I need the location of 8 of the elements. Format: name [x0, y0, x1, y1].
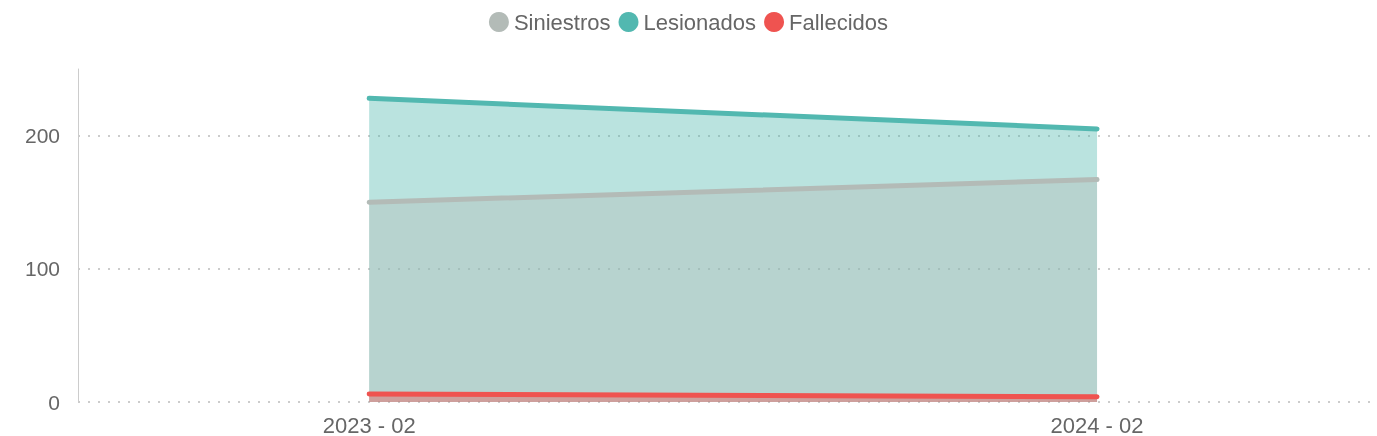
legend-label: Lesionados: [643, 9, 757, 35]
legend-label: Siniestros: [513, 9, 611, 35]
x-tick-label: 2023 - 02: [322, 412, 416, 436]
x-tick-label: 2024 - 02: [1050, 412, 1144, 436]
y-tick-label: 200: [24, 124, 60, 148]
y-tick-label: 100: [24, 257, 60, 281]
legend-label: Fallecidos: [789, 9, 889, 35]
y-tick-label: 0: [48, 390, 60, 414]
